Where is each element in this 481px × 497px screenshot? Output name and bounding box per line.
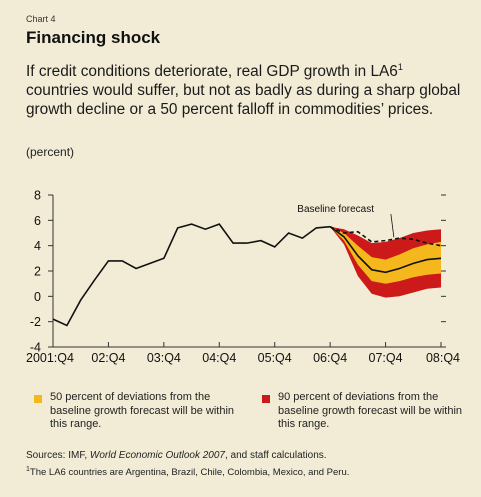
chart-subtitle: If credit conditions deteriorate, real G…	[26, 58, 466, 119]
footnote: 1The LA6 countries are Argentina, Brazil…	[26, 466, 349, 478]
chart-number-label: Chart 4	[26, 14, 56, 24]
unit-label: (percent)	[26, 145, 75, 159]
x-tick-label: 07:Q4	[369, 351, 403, 365]
x-tick-label: 04:Q4	[202, 351, 236, 365]
x-tick-label: 03:Q4	[147, 351, 181, 365]
subtitle-footnote-ref: 1	[397, 62, 403, 72]
sources-note: Sources: IMF, World Economic Outlook 200…	[26, 450, 327, 461]
legend-swatch-90-percent	[262, 395, 270, 403]
footnote-mark: 1	[26, 466, 30, 473]
series-line-central-projection	[329, 226, 442, 274]
y-tick-label: 4	[34, 239, 41, 253]
y-tick-label: 0	[34, 290, 41, 304]
band-50-percent	[330, 226, 441, 284]
chart-plot: -4 -2 0 2 4 6 8 2001:Q4 02:Q4 03:Q4 04:Q4 05:Q4 06:Q…	[26, 189, 460, 366]
x-tick-label: 02:Q4	[91, 351, 125, 365]
subtitle-text-rest: countries would suffer, but not as badly…	[26, 82, 461, 119]
x-tick-label: 08:Q4	[426, 351, 460, 365]
legend-swatch-50-percent	[34, 395, 42, 403]
legend-label-90-percent: 90 percent of deviations from the baseli…	[278, 391, 463, 430]
annotation-leader	[390, 213, 395, 238]
series-line-actual	[52, 223, 331, 327]
y-tick-label: -4	[30, 341, 41, 355]
sources-publication: World Economic Outlook 2007	[89, 450, 225, 461]
sources-prefix: Sources: IMF,	[26, 450, 90, 461]
x-tick-label: 06:Q4	[313, 351, 347, 365]
sources-suffix: , and staff calculations.	[224, 450, 327, 461]
subtitle-text: If credit conditions deteriorate, real G…	[26, 63, 398, 81]
annotation-baseline-forecast: Baseline forecast	[297, 204, 374, 215]
y-tick-label: 2	[34, 265, 41, 279]
y-tick-label: 6	[34, 214, 41, 228]
legend-label-50-percent: 50 percent of deviations from the baseli…	[50, 391, 235, 430]
x-tick-label: 05:Q4	[258, 351, 292, 365]
footnote-text: The LA6 countries are Argentina, Brazil,…	[29, 467, 350, 479]
chart-title: Financing shock	[26, 28, 161, 47]
y-tick-label: -2	[30, 315, 41, 329]
x-tick-label: 2001:Q4	[26, 351, 74, 365]
y-tick-label: 8	[34, 189, 41, 203]
